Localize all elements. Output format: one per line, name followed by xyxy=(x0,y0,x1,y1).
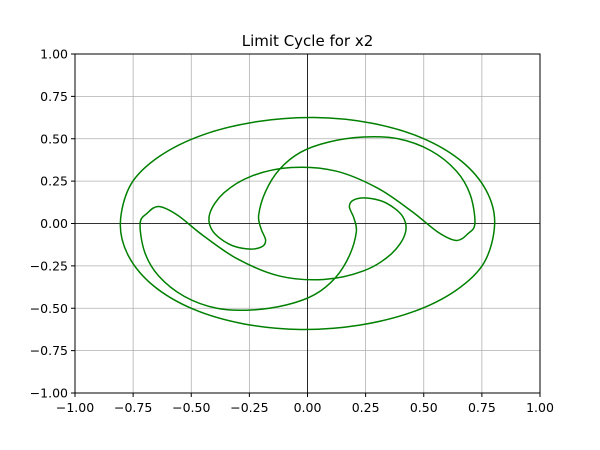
y-tick-label-1: −0.75 xyxy=(30,343,68,358)
x-tick-label-3: −0.25 xyxy=(230,400,268,415)
series-line-1 xyxy=(208,135,476,250)
y-tick-label-6: 0.50 xyxy=(40,131,68,146)
y-tick-label-3: −0.25 xyxy=(30,258,68,273)
zero-axis-lines xyxy=(75,54,540,393)
y-tick-label-7: 0.75 xyxy=(40,89,68,104)
x-tick-label-8: 1.00 xyxy=(526,400,554,415)
x-axis-ticks: −1.00 −0.75 −0.50 −0.25 0.00 0.25 0.50 0.75 1.00 xyxy=(56,393,554,415)
y-tick-label-4: 0.00 xyxy=(40,216,68,231)
series-line-0 xyxy=(119,116,496,331)
x-tick-label-0: −1.00 xyxy=(56,400,94,415)
y-tick-label-0: −1.00 xyxy=(30,386,68,401)
series-line-2 xyxy=(139,197,407,312)
data-series xyxy=(119,116,496,331)
x-tick-label-6: 0.50 xyxy=(410,400,438,415)
x-tick-label-7: 0.75 xyxy=(468,400,496,415)
x-tick-label-1: −0.75 xyxy=(114,400,152,415)
x-tick-label-2: −0.50 xyxy=(172,400,210,415)
chart-title: Limit Cycle for x2 xyxy=(242,32,374,50)
y-axis-ticks: −1.00 −0.75 −0.50 −0.25 0.00 0.25 0.50 0.75 1.00 xyxy=(30,47,75,401)
x-tick-label-5: 0.25 xyxy=(352,400,380,415)
y-tick-label-2: −0.50 xyxy=(30,301,68,316)
y-tick-label-5: 0.25 xyxy=(40,174,68,189)
y-tick-label-8: 1.00 xyxy=(40,47,68,62)
x-tick-label-4: 0.00 xyxy=(294,400,322,415)
